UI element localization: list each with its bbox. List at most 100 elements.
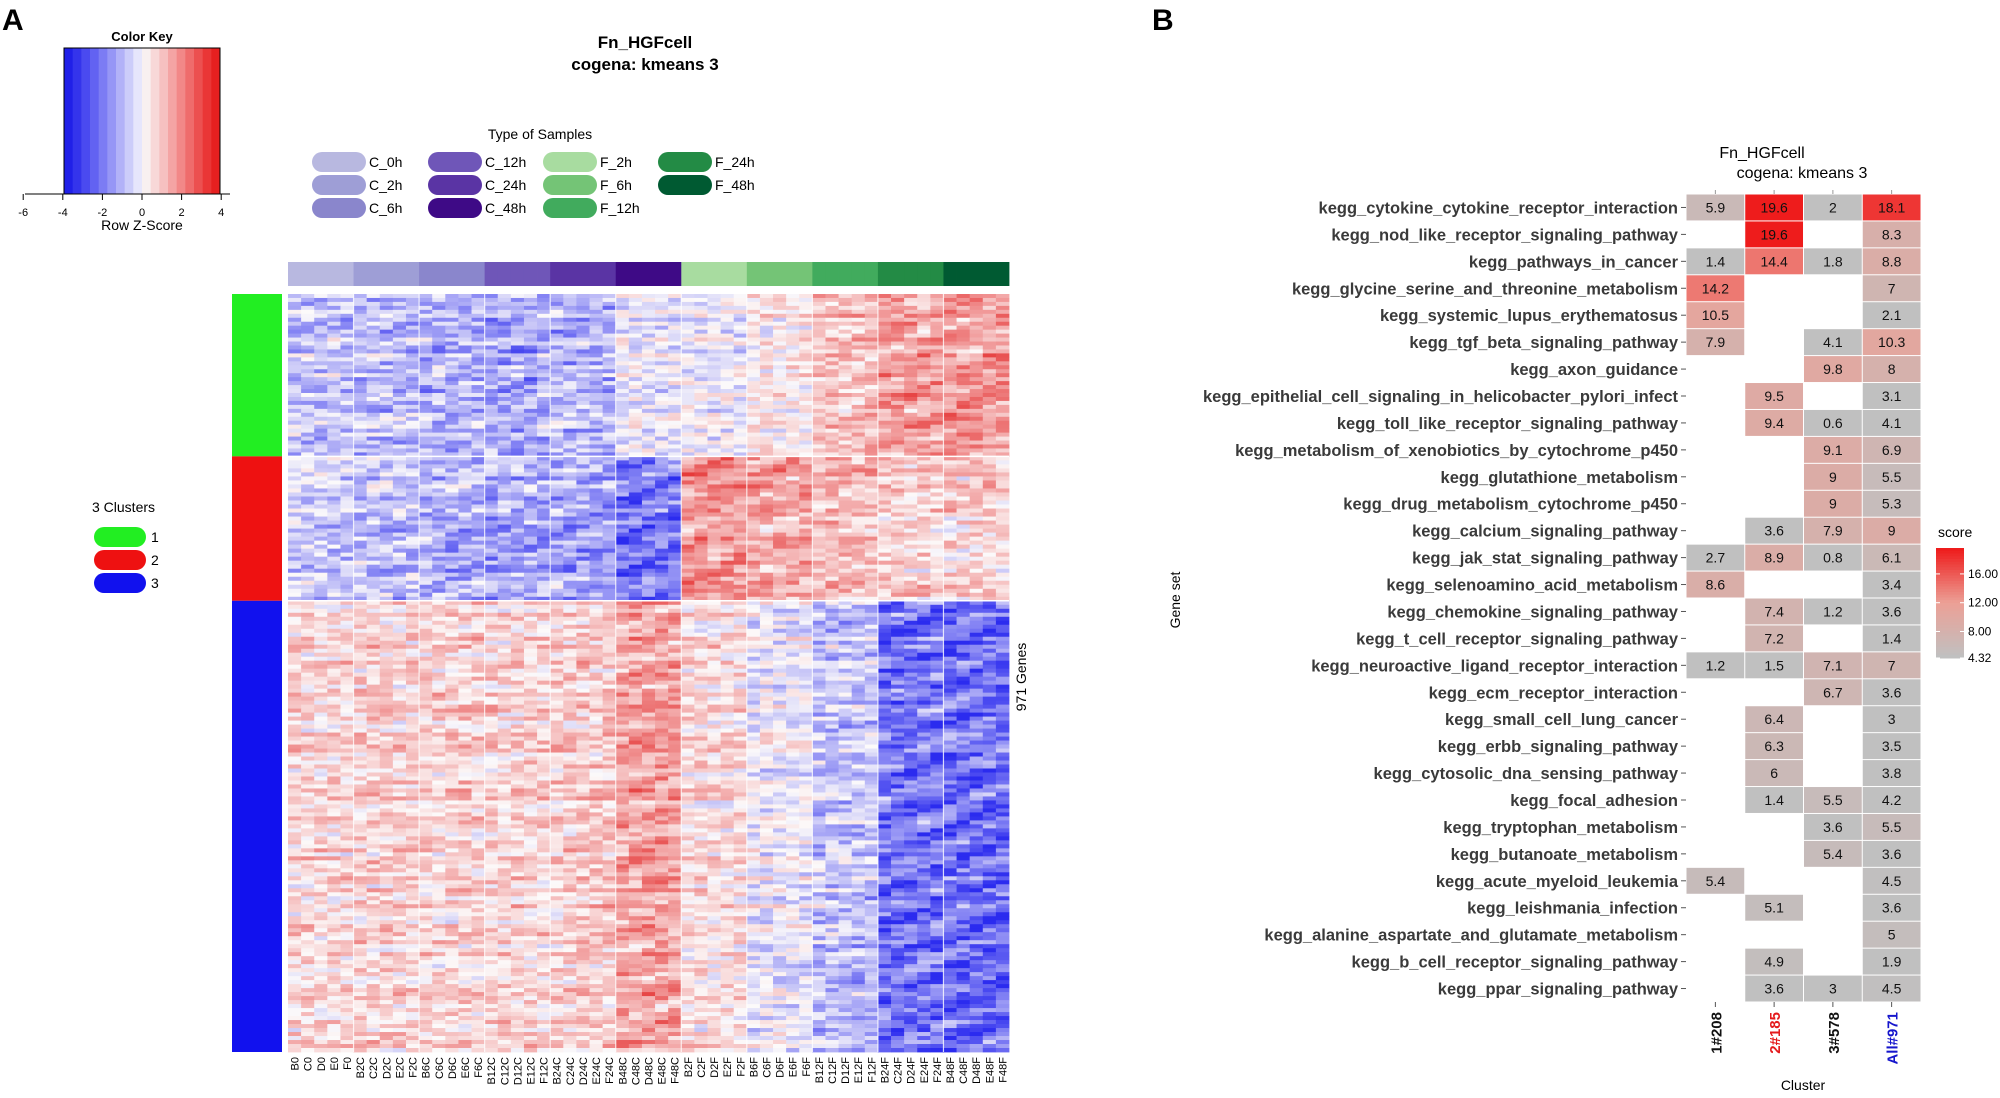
heatmap-cell (786, 353, 800, 357)
heatmap-cell (917, 561, 931, 565)
heatmap-cell (747, 557, 761, 561)
heatmap-cell (314, 298, 328, 302)
heatmap-cell (432, 353, 446, 357)
heatmap-cell (681, 385, 695, 389)
heatmap-cell (957, 373, 971, 377)
heatmap-cell (694, 318, 708, 322)
heatmap-cell (550, 353, 564, 357)
heatmap-cell (642, 541, 656, 545)
heatmap-cell (340, 529, 354, 533)
heatmap-cell (983, 349, 997, 353)
heatmap-cell (354, 605, 368, 609)
heatmap-cell (485, 605, 499, 609)
heatmap-cell (825, 302, 839, 306)
heatmap-cell (799, 441, 813, 445)
heatmap-cell (642, 314, 656, 318)
heatmap-cell (445, 484, 459, 488)
heatmap-cell (472, 405, 486, 409)
heatmap-cell (747, 553, 761, 557)
heatmap-cell (734, 338, 748, 342)
heatmap-cell (930, 357, 944, 361)
heatmap-cell (419, 633, 433, 637)
heatmap-cell (576, 417, 590, 421)
heatmap-cell (668, 617, 682, 621)
heatmap-cell (970, 433, 984, 437)
heatmap-cell (721, 525, 735, 529)
heatmap-cell (930, 581, 944, 585)
heatmap-cell (983, 633, 997, 637)
heatmap-cell (629, 330, 643, 334)
heatmap-cell (812, 565, 826, 569)
heatmap-cell (301, 501, 315, 505)
heatmap-cell (668, 505, 682, 509)
heatmap-cell (721, 441, 735, 445)
heatmap-cell (498, 577, 512, 581)
heatmap-cell (891, 298, 905, 302)
heatmap-cell (301, 529, 315, 533)
heatmap-cell (957, 537, 971, 541)
heatmap-cell (917, 326, 931, 330)
heatmap-cell (904, 334, 918, 338)
heatmap-cell (419, 509, 433, 513)
heatmap-cell (996, 334, 1010, 338)
heatmap-cell (288, 441, 302, 445)
heatmap-cell (668, 306, 682, 310)
heatmap-cell (786, 589, 800, 593)
heatmap-cell (917, 353, 931, 357)
heatmap-cell (681, 581, 695, 585)
heatmap-cell (694, 605, 708, 609)
heatmap-cell (642, 389, 656, 393)
heatmap-cell (865, 549, 879, 553)
heatmap-cell (590, 330, 604, 334)
heatmap-cell (629, 338, 643, 342)
heatmap-cell (852, 405, 866, 409)
heatmap-cell (301, 545, 315, 549)
heatmap-cell (288, 569, 302, 573)
heatmap-cell (419, 645, 433, 649)
heatmap-cell (524, 625, 538, 629)
heatmap-cell (930, 557, 944, 561)
heatmap-cell (970, 326, 984, 330)
heatmap-cell (380, 294, 394, 298)
heatmap-cell (773, 637, 787, 641)
heatmap-cell (996, 505, 1010, 509)
heatmap-cell (668, 557, 682, 561)
heatmap-cell (419, 577, 433, 581)
heatmap-cell (616, 425, 630, 429)
heatmap-cell (472, 472, 486, 476)
heatmap-cell (812, 377, 826, 381)
heatmap-cell (668, 334, 682, 338)
color-key-bin (194, 48, 203, 194)
heatmap-cell (904, 525, 918, 529)
heatmap-cell (458, 409, 472, 413)
heatmap-cell (786, 585, 800, 589)
heatmap-cell (655, 557, 669, 561)
heatmap-cell (839, 381, 853, 385)
heatmap-cell (537, 484, 551, 488)
heatmap-cell (563, 509, 577, 513)
heatmap-cell (301, 613, 315, 617)
heatmap-cell (432, 409, 446, 413)
heatmap-cell (472, 501, 486, 505)
heatmap-cell (445, 525, 459, 529)
heatmap-cell (852, 429, 866, 433)
heatmap-cell (668, 425, 682, 429)
heatmap-cell (616, 441, 630, 445)
heatmap-cell (616, 476, 630, 480)
heatmap-cell (983, 521, 997, 525)
heatmap-cell (825, 501, 839, 505)
heatmap-cell (930, 505, 944, 509)
heatmap-cell (681, 517, 695, 521)
heatmap-cell (354, 585, 368, 589)
heatmap-cell (590, 389, 604, 393)
heatmap-cell (983, 345, 997, 349)
heatmap-cell (576, 509, 590, 513)
heatmap-cell (707, 294, 721, 298)
heatmap-cell (616, 468, 630, 472)
heatmap-cell (681, 353, 695, 357)
heatmap-cell (314, 413, 328, 417)
heatmap-cell (812, 557, 826, 561)
heatmap-cell (734, 381, 748, 385)
heatmap-cell (812, 496, 826, 500)
heatmap-cell (642, 409, 656, 413)
